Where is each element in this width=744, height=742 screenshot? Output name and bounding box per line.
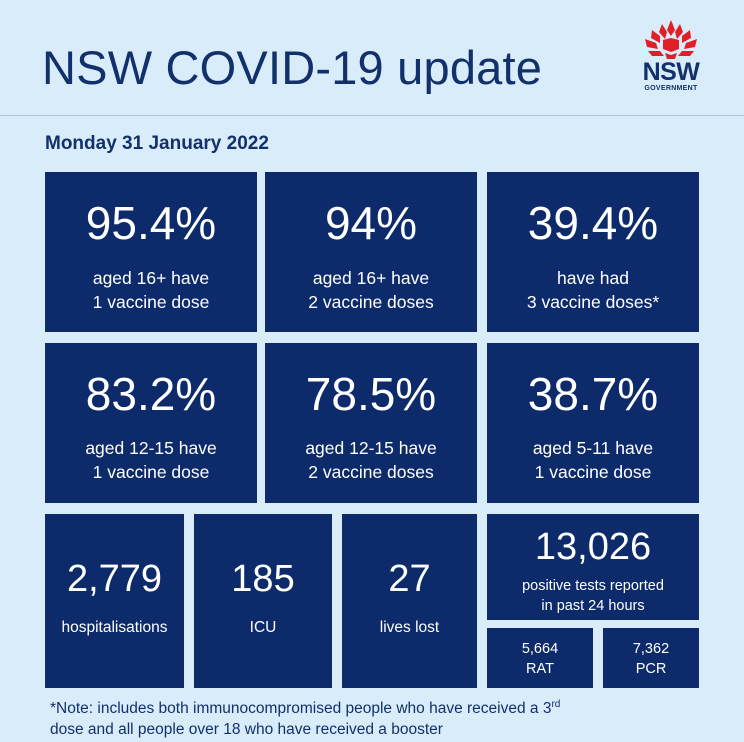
stat-caption-line1: aged 12-15 have	[85, 438, 217, 458]
waratah-flower-icon	[645, 20, 697, 59]
tests-caption-line1: positive tests reported	[522, 578, 664, 594]
stat-caption-line1: aged 5-11 have	[532, 438, 654, 458]
positive-tests-tile: 13,026 positive tests reported in past 2…	[487, 514, 699, 620]
stat-value: 38.7%	[527, 368, 659, 420]
logo-text: NSW	[642, 58, 700, 86]
stat-caption-line2: 3 vaccine doses*	[526, 292, 660, 312]
count-value: 2,779	[66, 558, 163, 600]
pcr-value: 7,362	[632, 641, 670, 657]
stat-value: 83.2%	[85, 368, 217, 420]
hospitalisations-tile: 2,779 hospitalisations	[45, 514, 184, 688]
report-date: Monday 31 January 2022	[45, 133, 269, 154]
pcr-tile: 7,362 PCR	[603, 628, 699, 688]
stat-caption-line1: aged 12-15 have	[305, 438, 437, 458]
stat-caption-line1: aged 16+ have	[312, 268, 430, 288]
stat-tile: 94% aged 16+ have 2 vaccine doses	[265, 172, 477, 332]
count-value: 185	[231, 558, 295, 600]
tests-value: 13,026	[534, 526, 652, 568]
stat-value: 39.4%	[527, 197, 659, 249]
pcr-label: PCR	[635, 661, 667, 677]
page-title: NSW COVID-19 update	[42, 41, 543, 94]
tests-caption-line2: in past 24 hours	[541, 598, 645, 614]
nsw-government-logo: NSW GOVERNMENT	[628, 18, 714, 98]
footnote: *Note: includes both immunocompromised p…	[50, 694, 710, 740]
lives-lost-tile: 27 lives lost	[342, 514, 477, 688]
count-label: lives lost	[379, 619, 440, 636]
stat-value: 95.4%	[85, 197, 217, 249]
stat-caption-line2: 2 vaccine doses	[308, 462, 434, 482]
rat-tile: 5,664 RAT	[487, 628, 593, 688]
stat-caption-line2: 1 vaccine dose	[92, 292, 210, 312]
stat-tile: 83.2% aged 12-15 have 1 vaccine dose	[45, 343, 257, 503]
stat-value: 94%	[324, 197, 418, 249]
stat-caption-line2: 2 vaccine doses	[308, 292, 434, 312]
footnote-superscript: rd	[551, 699, 561, 710]
stat-caption-line1: aged 16+ have	[92, 268, 210, 288]
stat-caption-line2: 1 vaccine dose	[534, 462, 652, 482]
footnote-text-2: dose and all people over 18 who have rec…	[50, 721, 443, 739]
stat-tile: 38.7% aged 5-11 have 1 vaccine dose	[487, 343, 699, 503]
rat-label: RAT	[526, 661, 554, 677]
count-label: ICU	[249, 619, 277, 636]
footnote-text-1: *Note: includes both immunocompromised p…	[50, 700, 552, 718]
stat-value: 78.5%	[305, 368, 437, 420]
count-label: hospitalisations	[61, 619, 168, 636]
stat-tile: 78.5% aged 12-15 have 2 vaccine doses	[265, 343, 477, 503]
count-value: 27	[388, 558, 431, 600]
stat-caption-line2: 1 vaccine dose	[92, 462, 210, 482]
header: NSW COVID-19 update NSW GOVERNMENT	[0, 0, 744, 116]
icu-tile: 185 ICU	[194, 514, 332, 688]
stat-tile: 39.4% have had 3 vaccine doses*	[487, 172, 699, 332]
rat-value: 5,664	[521, 641, 559, 657]
logo-subtext: GOVERNMENT	[644, 85, 698, 92]
stat-tile: 95.4% aged 16+ have 1 vaccine dose	[45, 172, 257, 332]
stat-caption-line1: have had	[556, 268, 629, 288]
